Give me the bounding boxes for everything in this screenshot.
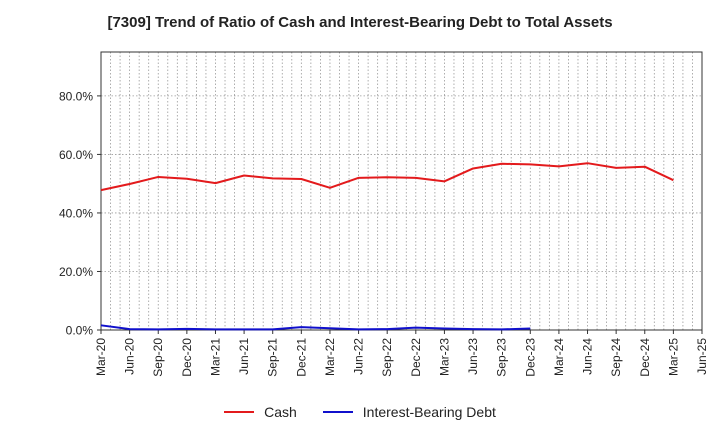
x-tick-label: Jun-24 [581, 338, 595, 375]
x-tick-label: Sep-20 [151, 338, 165, 377]
y-tick-label: 80.0% [59, 89, 93, 103]
y-tick-label: 40.0% [59, 206, 93, 220]
legend-label-debt: Interest-Bearing Debt [362, 404, 496, 420]
legend-swatch-debt [322, 411, 353, 413]
chart-title: [7309] Trend of Ratio of Cash and Intere… [107, 14, 613, 31]
x-tick-label: Sep-24 [609, 338, 623, 377]
x-tick-label: Sep-23 [495, 338, 509, 377]
x-tick-label: Mar-22 [323, 338, 337, 376]
x-tick-label: Dec-21 [294, 338, 308, 377]
legend-label-cash: Cash [264, 404, 297, 420]
x-tick-label: Dec-22 [409, 338, 423, 377]
x-tick-label: Mar-21 [208, 338, 222, 376]
x-tick-label: Mar-20 [94, 338, 108, 376]
legend-swatch-cash [224, 411, 255, 413]
y-tick-label: 0.0% [66, 324, 94, 338]
x-tick-label: Dec-20 [180, 338, 194, 377]
x-tick-label: Jun-23 [466, 338, 480, 375]
x-tick-label: Mar-24 [552, 338, 566, 376]
x-tick-label: Mar-23 [437, 338, 451, 376]
x-tick-label: Jun-20 [123, 338, 137, 375]
x-tick-label: Jun-21 [237, 338, 251, 375]
x-tick-label: Dec-23 [523, 338, 537, 377]
x-tick-label: Sep-22 [380, 338, 394, 377]
legend: Cash Interest-Bearing Debt [0, 404, 720, 420]
plot-frame [100, 51, 703, 331]
x-tick-label: Jun-22 [352, 338, 366, 375]
legend-item-cash: Cash [224, 404, 297, 420]
x-tick-label: Mar-25 [666, 338, 680, 376]
legend-item-debt: Interest-Bearing Debt [322, 404, 496, 420]
x-tick-label: Dec-24 [638, 338, 652, 377]
y-tick-label: 60.0% [59, 148, 93, 162]
series-line-interest-bearing-debt [100, 324, 531, 331]
x-tick-label: Sep-21 [266, 338, 280, 377]
x-tick-label: Jun-25 [695, 338, 709, 375]
y-tick-label: 20.0% [59, 265, 93, 279]
